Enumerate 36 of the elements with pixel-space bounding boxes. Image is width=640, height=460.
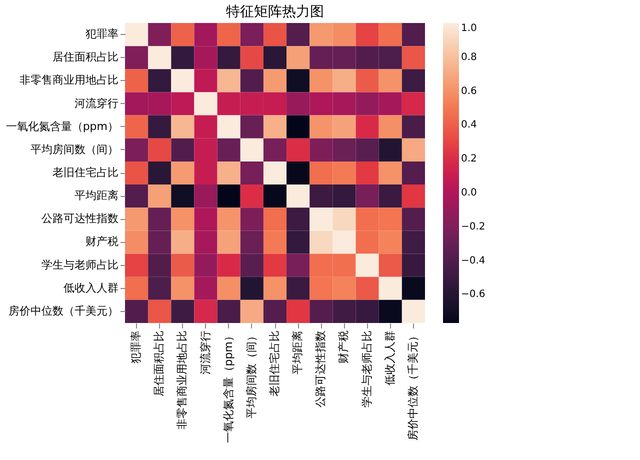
x-tick-label: 公路可达性指数 xyxy=(314,330,328,408)
x-tick-label: 平均房间数（间） xyxy=(244,330,258,418)
y-tick-label: 河流穿行 xyxy=(74,96,118,110)
y-tick-label: 居住面积占比 xyxy=(52,50,118,64)
x-tick-label: 居住面积占比 xyxy=(152,330,166,396)
y-tick-label: 平均房间数（间） xyxy=(30,142,118,156)
color-bar-label: 0.6 xyxy=(461,86,477,97)
x-tick-label: 河流穿行 xyxy=(198,330,212,374)
y-tick-label: 非零售商业用地占比 xyxy=(20,74,118,87)
color-bar-label: 0.0 xyxy=(461,187,477,198)
y-tick-label: 一氧化氮含量（ppm） xyxy=(6,120,118,133)
y-tick-label: 低收入人群 xyxy=(64,281,118,294)
color-bar-label: −0.4 xyxy=(461,255,486,266)
y-tick-label: 财产税 xyxy=(86,235,118,248)
x-tick-label: 非零售商业用地占比 xyxy=(176,330,189,430)
color-bar-label: 0.2 xyxy=(461,154,477,165)
color-bar-label: −0.6 xyxy=(461,289,486,300)
x-tick-label: 房价中位数（千美元） xyxy=(406,330,420,440)
x-tick-label: 平均距离 xyxy=(291,330,304,374)
chart-title: 特征矩阵热力图 xyxy=(226,4,324,20)
x-tick-label: 低收入人群 xyxy=(383,330,396,386)
color-bar-label: −0.2 xyxy=(461,221,486,232)
y-tick-label: 犯罪率 xyxy=(86,28,118,41)
y-tick-label: 房价中位数（千美元） xyxy=(8,304,118,318)
y-tick-label: 公路可达性指数 xyxy=(42,212,118,226)
y-tick-label: 平均距离 xyxy=(74,189,118,202)
x-tick-label: 老旧住宅占比 xyxy=(268,330,281,396)
y-tick-label: 学生与老师占比 xyxy=(42,258,118,272)
x-tick-label: 学生与老师占比 xyxy=(360,330,374,408)
color-bar-label: 1.0 xyxy=(461,23,477,34)
x-tick-label: 犯罪率 xyxy=(130,330,143,364)
x-tick-label: 一氧化氮含量（ppm） xyxy=(222,330,235,444)
y-tick-label: 老旧住宅占比 xyxy=(52,166,118,179)
color-bar-label: 0.4 xyxy=(461,120,477,131)
color-bar-label: 0.8 xyxy=(461,52,477,63)
x-tick-label: 财产税 xyxy=(337,330,350,364)
